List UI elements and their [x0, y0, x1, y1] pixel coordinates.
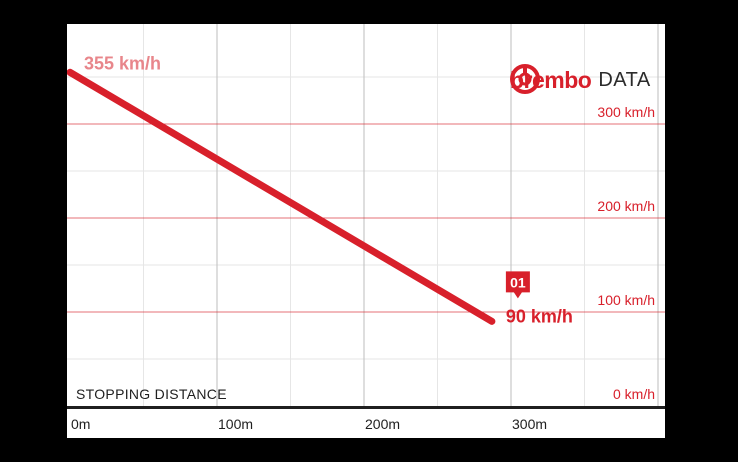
y-tick-label: 100 km/h	[597, 292, 655, 308]
brand-suffix: DATA	[598, 68, 651, 91]
brand-logo: brembo DATA	[510, 64, 651, 96]
x-axis-line	[67, 406, 665, 409]
badge-number: 01	[510, 274, 526, 290]
chart-plot: 0 km/h 100 km/h 200 km/h 300 km/h 0m 100m 200m…	[67, 24, 665, 432]
x-tick-label: 200m	[365, 416, 400, 432]
badge-marker	[505, 271, 530, 299]
x-tick-label: 100m	[218, 416, 253, 432]
y-tick-label: 300 km/h	[597, 104, 655, 120]
annotation-end-speed: 90 km/h	[506, 306, 573, 326]
y-tick-label: 0 km/h	[613, 386, 655, 402]
x-axis-label: STOPPING DISTANCE	[76, 386, 227, 402]
x-tick-label: 300m	[512, 416, 547, 432]
y-tick-label: 200 km/h	[597, 198, 655, 214]
brembo-disc-icon	[510, 64, 540, 94]
chart-card: 0 km/h 100 km/h 200 km/h 300 km/h 0m 100m 200m…	[67, 24, 665, 438]
annotation-start-speed: 355 km/h	[84, 53, 161, 73]
series-line	[67, 68, 496, 325]
x-tick-label: 0m	[71, 416, 90, 432]
